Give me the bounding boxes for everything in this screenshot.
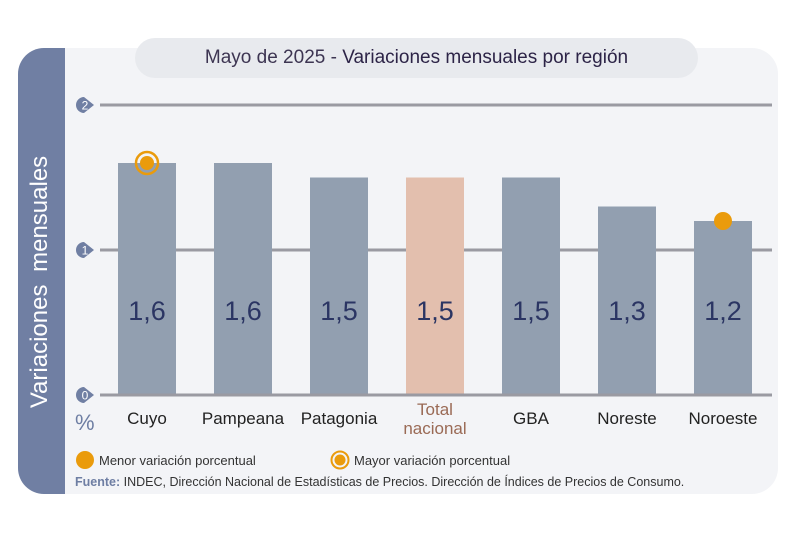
y-unit: %: [75, 410, 95, 435]
title-prefix: Mayo de 2025 -: [204, 47, 343, 68]
data-label: 1,6: [128, 296, 166, 326]
y-tick-2: 2: [76, 97, 94, 113]
legend-max-label: Mayor variación porcentual: [354, 452, 511, 468]
x-tick-label: Noreste: [597, 409, 657, 428]
bar-gba: [502, 177, 560, 394]
data-label: 1,5: [416, 296, 454, 326]
y-tick-label: 2: [82, 99, 89, 113]
max-marker-icon: [330, 450, 350, 470]
bar-cuyo: [118, 163, 176, 394]
min-marker: [714, 212, 732, 230]
x-tick-label: GBA: [513, 409, 549, 428]
y-tick-label: 0: [82, 389, 89, 403]
y-axis-band: [18, 48, 65, 494]
bar-noreste: [598, 206, 656, 394]
legend-max: Mayor variación porcentual: [330, 450, 510, 470]
bar-patagonia: [310, 177, 368, 394]
max-marker: [134, 150, 160, 176]
data-label: 1,2: [704, 296, 742, 326]
y-tick-1: 1: [76, 242, 94, 258]
data-label: 1,3: [608, 296, 646, 326]
x-tick-label: Noroeste: [688, 409, 758, 428]
y-tick-0: 0: [76, 387, 94, 403]
legend-min: Menor variación porcentual: [75, 450, 256, 470]
bar-total-nacional: [406, 177, 464, 394]
bar-noroeste: [694, 221, 752, 394]
data-label: 1,5: [320, 296, 358, 326]
x-tick-label: Total nacional: [403, 400, 467, 438]
chart-title: Mayo de 2025 - Variaciones mensuales por…: [135, 38, 698, 78]
source-note: Fuente: INDEC, Dirección Nacional de Est…: [75, 475, 684, 489]
legend-min-label: Menor variación porcentual: [99, 452, 256, 468]
title-main: Variaciones mensuales por región: [342, 47, 629, 68]
bar-pampeana: [214, 163, 272, 394]
source-label: Fuente:: [75, 475, 121, 489]
y-tick-label: 1: [82, 244, 89, 258]
x-tick-label: Pampeana: [201, 409, 285, 428]
source-text: INDEC, Dirección Nacional de Estadística…: [120, 475, 685, 489]
x-tick-label: Cuyo: [127, 409, 167, 428]
max-marker-core: [140, 156, 154, 170]
data-label: 1,5: [512, 296, 550, 326]
x-tick-label: Patagonia: [300, 409, 378, 428]
data-label: 1,6: [224, 296, 262, 326]
min-marker-icon: [76, 451, 94, 469]
